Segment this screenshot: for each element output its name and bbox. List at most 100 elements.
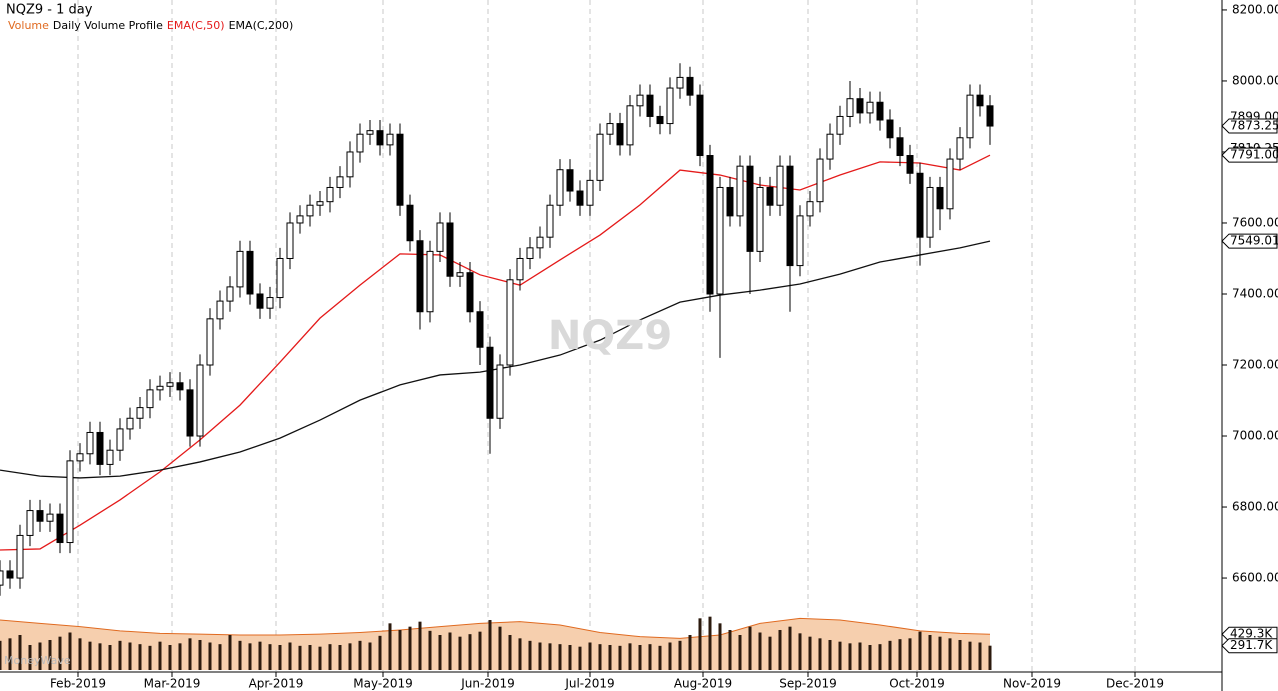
candle-body: [396, 133, 404, 206]
candle-body: [736, 165, 744, 217]
candle-body: [216, 300, 224, 320]
y-tick-label: 6600.00: [1232, 571, 1278, 585]
x-tick-label: Aug-2019: [674, 677, 732, 691]
volume-bar: [338, 645, 342, 670]
volume-bar: [398, 630, 402, 670]
candle-body: [946, 158, 954, 210]
candle-body: [556, 169, 564, 206]
volume-bar: [968, 641, 972, 670]
volume-bar: [388, 623, 392, 670]
candle-body: [726, 186, 734, 217]
candle-body: [586, 179, 594, 206]
x-tick-label: Jul-2019: [564, 677, 614, 691]
candle-body: [56, 513, 64, 544]
volume-bar: [768, 636, 772, 670]
volume-tag-label: 429.3K: [1230, 627, 1273, 641]
x-tick-label: Mar-2019: [144, 677, 201, 691]
candle-body: [446, 222, 454, 277]
volume-bar: [558, 644, 562, 670]
y-tick-label: 6800.00: [1232, 500, 1278, 514]
candle-body: [256, 293, 264, 309]
candle-body: [676, 76, 684, 89]
candle-body: [646, 94, 654, 117]
candle-body: [86, 431, 94, 455]
y-tick-label: 8200.00: [1232, 2, 1278, 16]
volume-bar: [128, 642, 132, 670]
candle-body: [0, 570, 4, 586]
volume-bar: [38, 642, 42, 670]
candle-body: [686, 76, 694, 96]
y-tick-label: 7600.00: [1232, 215, 1278, 229]
candle-body: [506, 279, 514, 366]
volume-bar: [758, 632, 762, 670]
volume-bar: [498, 626, 502, 670]
candle-body: [626, 105, 634, 146]
candle-body: [36, 510, 44, 522]
volume-bar: [0, 640, 2, 670]
candle-body: [616, 123, 624, 146]
volume-bar: [468, 634, 472, 670]
candle-body: [356, 133, 364, 153]
candle-body: [456, 272, 464, 277]
candle-body: [546, 204, 554, 238]
volume-bar: [408, 626, 412, 670]
volume-bar: [538, 642, 542, 670]
candle-body: [806, 201, 814, 217]
volume-bar: [878, 644, 882, 670]
volume-bar: [788, 626, 792, 670]
volume-bar: [378, 635, 382, 670]
volume-bar: [678, 640, 682, 670]
candle-body: [26, 510, 34, 536]
candle-body: [266, 297, 274, 309]
candle-body: [226, 286, 234, 302]
x-tick-label: Nov-2019: [1003, 677, 1061, 691]
legend-entry: EMA(C,200): [229, 19, 294, 32]
candle-body: [76, 453, 84, 462]
candle-body: [306, 204, 314, 217]
volume-bar: [298, 645, 302, 670]
volume-bar: [628, 643, 632, 670]
volume-bar: [348, 643, 352, 670]
volume-bar: [18, 635, 22, 670]
plot-layer: [0, 0, 1136, 672]
volume-bar: [698, 618, 702, 670]
candle-body: [796, 215, 804, 267]
candle-body: [346, 151, 354, 178]
volume-bar: [448, 632, 452, 670]
volume-bar: [838, 641, 842, 670]
volume-bar: [358, 640, 362, 670]
candle-body: [46, 513, 54, 522]
volume-bar: [478, 631, 482, 670]
legend-entry: Volume: [8, 19, 49, 32]
x-tick-label: Feb-2019: [50, 677, 106, 691]
candle-body: [816, 158, 824, 203]
volume-average-area: [0, 618, 990, 670]
candle-body: [116, 428, 124, 451]
volume-bar: [28, 645, 32, 670]
candle-body: [386, 133, 394, 146]
volume-bar: [308, 645, 312, 670]
volume-bar: [68, 632, 72, 670]
candle-body: [976, 94, 984, 107]
volume-bar: [418, 621, 422, 670]
candle-body: [246, 250, 254, 295]
y-tick-label: 7000.00: [1232, 429, 1278, 443]
candle-body: [106, 449, 114, 465]
volume-bar: [88, 641, 92, 670]
volume-bar: [508, 635, 512, 670]
volume-bar: [988, 645, 992, 670]
price-tag-label: 7873.25: [1230, 118, 1278, 132]
price-tag-label: 7791.00: [1230, 148, 1278, 162]
candle-body: [206, 318, 214, 366]
candle-body: [706, 155, 714, 295]
volume-bar: [848, 643, 852, 670]
price-tag-box: [1221, 233, 1278, 249]
volume-bar: [718, 623, 722, 670]
candle-body: [986, 105, 994, 127]
candle-body: [636, 94, 644, 107]
volume-bar: [588, 642, 592, 670]
volume-bar: [748, 626, 752, 670]
volume-bar: [688, 635, 692, 670]
candle-body: [486, 346, 494, 419]
